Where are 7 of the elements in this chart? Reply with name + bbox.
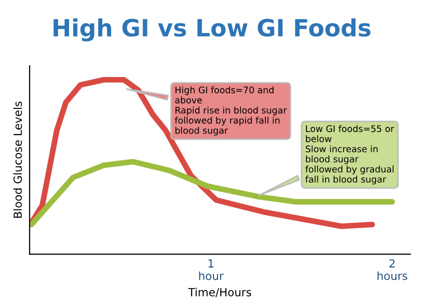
y-axis-title: Blood Glucose Levels [13,102,22,218]
x-tick-label: 1 hour [199,259,224,280]
annotation: Low GI foods=55 or below Slow increase in blood sugar followed by gradual fall in blood sugar [305,125,394,184]
x-axis-title: Time/Hours [188,288,252,298]
x-tick-label: 2 hours [378,259,408,280]
annotation: High GI foods=70 and above Rapid rise in blood sugar followed by rapid fall in blood sugar [174,86,287,136]
chart-title: High GI vs Low GI Foods [54,18,370,42]
